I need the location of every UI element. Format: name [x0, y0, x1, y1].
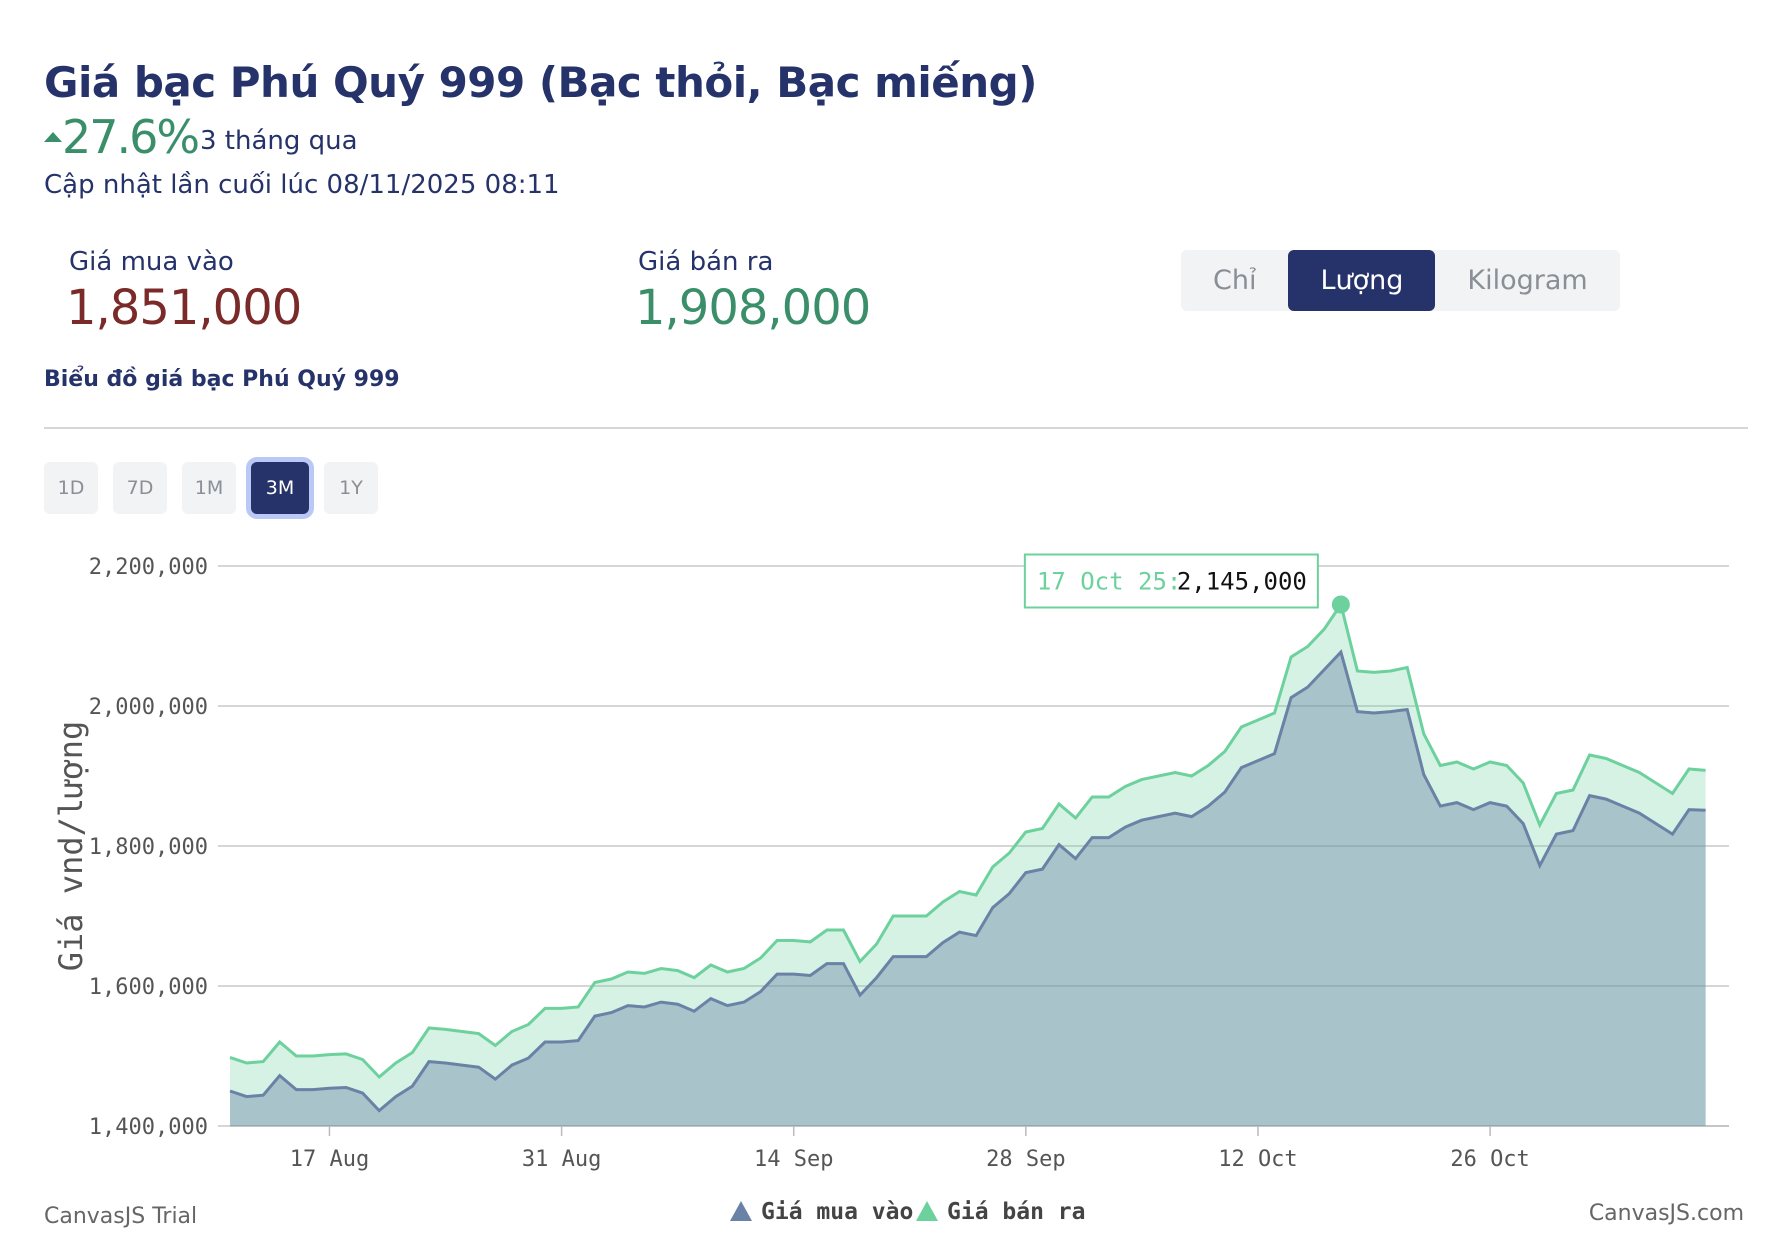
tooltip-label: 17 Oct 25:: [1037, 568, 1182, 596]
line: [229, 649, 1706, 1113]
tooltip-marker: [1331, 595, 1350, 614]
up-arrow: [44, 132, 62, 142]
tooltip-box: [1023, 553, 1319, 609]
change-period: 3 tháng qua: [200, 126, 358, 156]
x-tick-label: 17 Aug: [290, 1147, 369, 1172]
y-tick-label: 1,800,000: [89, 835, 208, 860]
x-tick-label: 14 Sep: [754, 1147, 833, 1172]
x-tick-label: 31 Aug: [522, 1147, 601, 1172]
range-switch: 1D 7D 1M 3M 1Y: [44, 462, 378, 514]
buy-label: Giá mua vào: [69, 247, 234, 277]
x-tick-label: 26 Oct: [1450, 1147, 1529, 1172]
y-axis-title: Giá vnd/lượng: [52, 721, 90, 971]
line: [229, 600, 1706, 1080]
x-tick-label: 28 Sep: [986, 1147, 1065, 1172]
page-title: Giá bạc Phú Quý 999 (Bạc thỏi, Bạc miếng…: [44, 58, 1037, 107]
credit-right: CanvasJS.com: [1588, 1201, 1744, 1226]
unit-switch: Chỉ Lượng Kilogram: [1181, 250, 1620, 311]
credit-left: CanvasJS Trial: [44, 1204, 198, 1229]
area: [230, 604, 1706, 1126]
y-tick-label: 1,600,000: [89, 975, 208, 1000]
range-button[interactable]: 3M: [251, 462, 309, 514]
buy-value: 1,851,000: [66, 280, 302, 336]
range-button[interactable]: 7D: [113, 462, 167, 514]
chart-subtitle: Biểu đồ giá bạc Phú Quý 999: [44, 367, 400, 392]
sell-label: Giá bán ra: [638, 247, 774, 277]
legend-marker: [916, 1201, 938, 1221]
legend-marker: [730, 1201, 752, 1221]
legend-label: Giá bán ra: [947, 1199, 1085, 1225]
y-tick-label: 1,400,000: [89, 1115, 208, 1140]
unit-button[interactable]: Kilogram: [1467, 265, 1588, 296]
unit-button[interactable]: Lượng: [1288, 250, 1436, 311]
sell-value: 1,908,000: [635, 280, 871, 336]
updated-time: Cập nhật lần cuối lúc 08/11/2025 08:11: [44, 170, 560, 200]
y-tick-label: 2,200,000: [89, 555, 208, 580]
tooltip-value: 2,145,000: [1177, 568, 1307, 596]
change-percent: 27.6%: [62, 110, 200, 164]
x-tick-label: 12 Oct: [1218, 1147, 1297, 1172]
area: [230, 652, 1706, 1126]
legend-label: Giá mua vào: [761, 1199, 913, 1225]
range-button[interactable]: 1D: [44, 462, 98, 514]
range-button[interactable]: 1M: [182, 462, 236, 514]
y-tick-label: 2,000,000: [89, 695, 208, 720]
divider: [44, 427, 1748, 429]
range-button[interactable]: 1Y: [324, 462, 378, 514]
unit-button[interactable]: Chỉ: [1213, 265, 1257, 296]
